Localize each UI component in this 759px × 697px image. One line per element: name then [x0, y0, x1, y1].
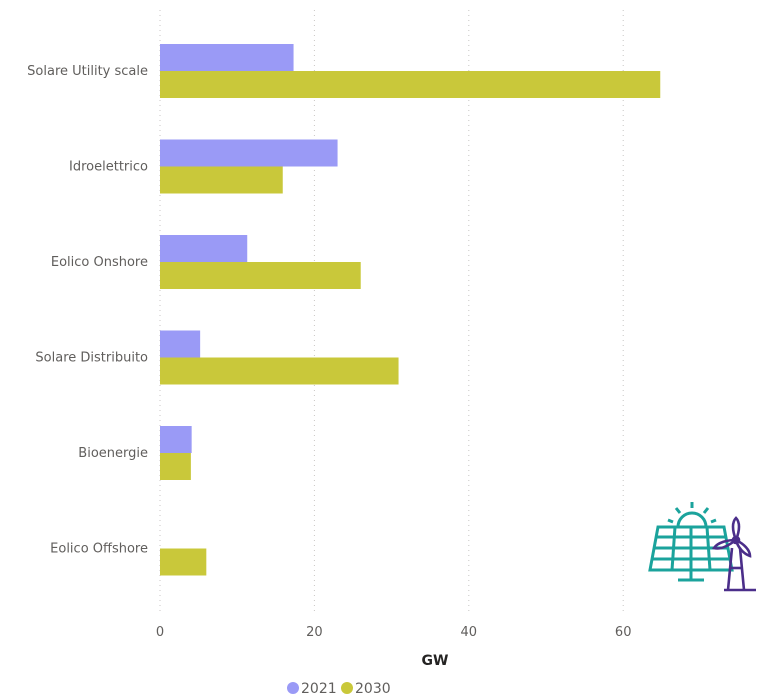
solar-panel-wind-turbine-icon	[640, 500, 759, 592]
bar-2030[interactable]	[160, 166, 283, 194]
bar-2021[interactable]	[160, 426, 192, 453]
legend-label[interactable]: 2021	[301, 681, 337, 697]
legend-marker	[341, 682, 353, 694]
bar-2030[interactable]	[160, 453, 191, 480]
bar-2030[interactable]	[160, 71, 661, 98]
category-label: Solare Distribuito	[35, 351, 148, 366]
x-axis-title: GW	[422, 653, 449, 669]
bar-2030[interactable]	[160, 262, 361, 289]
category-label: Solare Utility scale	[27, 64, 148, 79]
bar-2021[interactable]	[160, 330, 201, 358]
legend-marker	[287, 682, 299, 694]
bar-2021[interactable]	[160, 235, 248, 262]
gridlines	[159, 10, 624, 612]
category-label: Bioenergie	[78, 446, 148, 461]
bars	[160, 44, 661, 576]
category-label: Eolico Offshore	[50, 542, 148, 557]
bar-2030[interactable]	[160, 357, 399, 385]
bar-2030[interactable]	[160, 548, 207, 576]
category-label: Idroelettrico	[69, 160, 148, 175]
sun-icon	[667, 502, 717, 528]
category-labels: Solare Utility scale Idroelettrico Eolico …	[27, 64, 148, 557]
wind-turbine-icon	[711, 516, 756, 592]
solar-panel-icon	[648, 525, 734, 582]
bar-2021[interactable]	[160, 139, 338, 167]
x-tick-labels: 0 20 40 60	[156, 625, 632, 640]
legend[interactable]: 2021 2030	[287, 681, 391, 697]
x-tick-label: 20	[306, 625, 323, 640]
bar-2021[interactable]	[160, 44, 294, 71]
category-label: Eolico Onshore	[51, 255, 148, 270]
x-tick-label: 40	[461, 625, 478, 640]
x-tick-label: 0	[156, 625, 164, 640]
legend-label[interactable]: 2030	[355, 681, 391, 697]
x-tick-label: 60	[615, 625, 632, 640]
